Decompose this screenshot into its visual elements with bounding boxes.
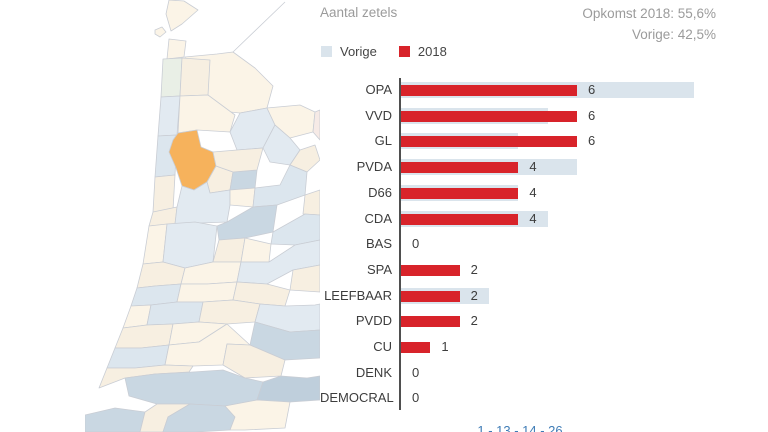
bar-2018-leefbaar xyxy=(401,290,460,302)
category-label-d66: D66 xyxy=(368,184,392,200)
municipality-shape[interactable] xyxy=(229,169,258,191)
category-label-bas: BAS xyxy=(365,236,392,252)
municipality-shape[interactable] xyxy=(166,38,187,60)
bar-2018-vvd xyxy=(401,110,577,122)
category-label-vvd: VVD xyxy=(365,107,392,123)
turnout-previous: Vorige: 42,5% xyxy=(631,27,716,42)
municipality-shape[interactable] xyxy=(165,0,199,32)
municipality-shape[interactable] xyxy=(114,323,174,349)
value-label-gl: 6 xyxy=(587,133,596,149)
municipalities-map[interactable] xyxy=(85,0,320,432)
municipality-shape[interactable] xyxy=(312,109,320,141)
dike-line xyxy=(232,1,286,53)
municipality-shape[interactable] xyxy=(106,344,170,369)
bar-2018-opa xyxy=(401,85,577,96)
turnout-2018: Opkomst 2018: 55,6% xyxy=(582,6,716,21)
municipality-shape[interactable] xyxy=(154,26,167,38)
bar-2018-cu xyxy=(401,342,431,353)
bar-2018-pvdd xyxy=(401,316,460,328)
value-label-pvda: 4 xyxy=(529,159,537,175)
category-label-democral: DEMOCRAL xyxy=(320,390,394,406)
category-label-cda: CDA xyxy=(364,210,392,226)
value-label-denk: 0 xyxy=(412,364,420,380)
y-axis-line xyxy=(399,78,401,410)
value-label-cu: 1 xyxy=(441,339,449,354)
municipality-shape[interactable] xyxy=(212,237,246,263)
legend-item-2018: 2018 xyxy=(398,44,447,59)
category-label-spa: SPA xyxy=(366,261,392,277)
value-label-d66: 4 xyxy=(529,184,537,200)
category-label-pvda: PVDA xyxy=(356,159,392,175)
legend-swatch-2018-icon xyxy=(398,46,410,57)
seats-chart: Aantal zetels Opkomst 2018: 55,6% Vorige… xyxy=(320,0,768,432)
municipality-shape[interactable] xyxy=(270,213,320,246)
value-label-democral: 0 xyxy=(412,390,420,406)
municipality-shape[interactable] xyxy=(157,95,181,137)
legend-label-vorige: Vorige xyxy=(340,44,377,59)
map-svg[interactable] xyxy=(85,0,320,432)
municipality-shape[interactable] xyxy=(240,237,272,263)
bar-2018-spa xyxy=(401,264,460,276)
municipality-shape[interactable] xyxy=(256,375,320,403)
bar-2018-d66 xyxy=(401,187,519,199)
legend-item-vorige: Vorige xyxy=(321,44,377,59)
category-label-denk: DENK xyxy=(355,364,392,380)
chart-legend: Vorige 2018 xyxy=(321,44,469,59)
value-label-bas: 0 xyxy=(412,236,420,252)
category-label-gl: GL xyxy=(374,133,392,149)
municipality-shape[interactable] xyxy=(212,147,264,173)
municipality-shape[interactable] xyxy=(152,174,176,213)
value-label-leefbaar: 2 xyxy=(470,287,478,303)
value-label-spa: 2 xyxy=(470,261,478,277)
legend-swatch-vorige-icon xyxy=(321,46,332,57)
municipality-shape[interactable] xyxy=(302,189,320,216)
map-municipalities[interactable] xyxy=(85,0,320,432)
municipality-shape[interactable] xyxy=(198,299,261,325)
municipality-shape[interactable] xyxy=(174,181,231,225)
value-label-cda: 4 xyxy=(529,210,537,226)
municipality-shape[interactable] xyxy=(176,281,238,303)
municipality-shape[interactable] xyxy=(179,57,211,97)
category-label-pvdd: PVDD xyxy=(355,313,392,329)
bar-2018-pvda xyxy=(401,162,519,174)
legend-label-2018: 2018 xyxy=(417,44,447,59)
category-label-cu: CU xyxy=(373,339,392,354)
value-label-vvd: 6 xyxy=(587,107,596,123)
value-label-opa: 6 xyxy=(587,82,596,97)
municipality-shape[interactable] xyxy=(289,144,320,173)
municipality-shape[interactable] xyxy=(229,187,256,208)
category-label-leefbaar: LEEFBAAR xyxy=(324,287,392,303)
municipality-shape[interactable] xyxy=(85,407,146,432)
municipality-shape[interactable] xyxy=(160,57,183,98)
chart-title: Aantal zetels xyxy=(320,5,398,20)
municipality-shape[interactable] xyxy=(289,264,320,293)
footer-links[interactable]: 1 - 13 - 14 - 26 xyxy=(477,423,563,432)
municipality-shape[interactable] xyxy=(162,221,218,269)
turnout-stats: Opkomst 2018: 55,6% Vorige: 42,5% xyxy=(582,3,716,45)
municipality-shape[interactable] xyxy=(146,301,204,326)
municipality-shape[interactable] xyxy=(252,164,308,208)
value-label-pvdd: 2 xyxy=(470,313,478,329)
category-label-opa: OPA xyxy=(365,82,393,97)
chart-plot: OPA 6 VVD 6 GL 6 PVDA 4 D66 4 CDA 4 BAS 0 SPA 2 LEEFBAAR… xyxy=(320,0,768,432)
municipality-shape[interactable] xyxy=(224,399,291,431)
bar-2018-gl xyxy=(401,136,577,148)
bar-2018-cda xyxy=(401,213,519,225)
